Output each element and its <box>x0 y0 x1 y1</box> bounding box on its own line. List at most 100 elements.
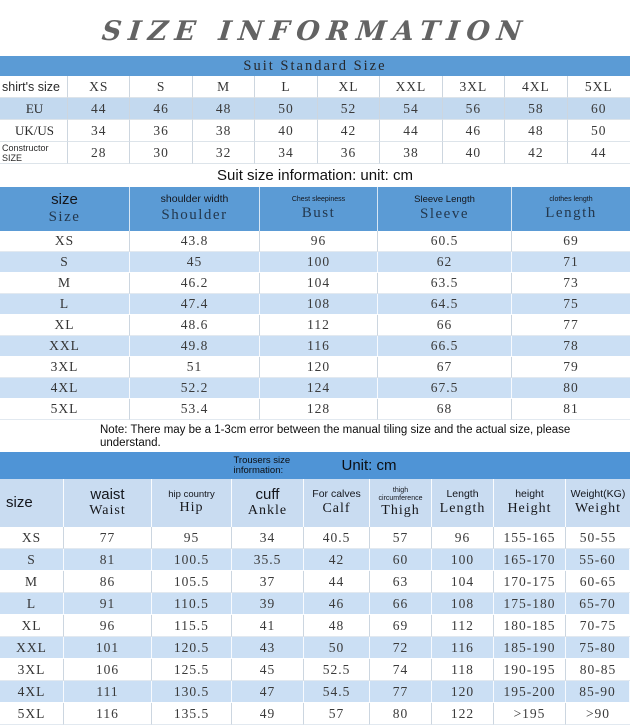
title-wrap: SIZE INFORMATION <box>0 0 630 56</box>
table-cell: 68 <box>378 399 512 420</box>
suit-standard-header-label: Suit Standard Size <box>243 57 387 74</box>
size-header-cell: 5XL <box>567 76 630 98</box>
row-size-label: 5XL <box>0 703 64 725</box>
column-header-main-label: size <box>6 494 33 512</box>
table-cell: 44 <box>380 120 443 142</box>
table-cell: 60-65 <box>566 571 630 593</box>
column-header-top-label: For calves <box>312 487 361 500</box>
table-cell: 40 <box>255 120 318 142</box>
row-size-label: 4XL <box>0 378 130 399</box>
table-cell: 47.4 <box>130 294 260 315</box>
column-header-main-label: Bust <box>301 204 336 221</box>
table-cell: 105.5 <box>152 571 232 593</box>
column-header-top-label: shoulder width <box>160 193 229 206</box>
table-cell: 125.5 <box>152 659 232 681</box>
table-cell: 67.5 <box>378 378 512 399</box>
table-cell: 73 <box>512 273 630 294</box>
suit-info-caption: Suit size information: unit: cm <box>217 167 413 184</box>
table-cell: 190-195 <box>494 659 566 681</box>
table-cell: 81 <box>64 549 152 571</box>
table-cell: 42 <box>304 549 370 571</box>
table-cell: 52.2 <box>130 378 260 399</box>
column-header-top-label: Sleeve Length <box>414 194 475 206</box>
row-size-label: S <box>0 549 64 571</box>
table-cell: 135.5 <box>152 703 232 725</box>
table-cell: 48 <box>505 120 568 142</box>
table-cell: 69 <box>512 231 630 252</box>
size-header-cell: S <box>130 76 193 98</box>
table-cell: 62 <box>378 252 512 273</box>
table-cell: 72 <box>370 637 432 659</box>
table-cell: 120 <box>260 357 378 378</box>
column-header-waist: waist Waist <box>64 479 152 527</box>
table-cell: 34 <box>68 120 131 142</box>
column-header-top-label: Chest sleepiness <box>291 196 346 204</box>
table-cell: 75 <box>512 294 630 315</box>
table-cell: 112 <box>432 615 494 637</box>
table-cell: 40 <box>442 142 506 164</box>
table-cell: 101 <box>64 637 152 659</box>
table-cell: >195 <box>494 703 566 725</box>
table-cell: 71 <box>512 252 630 273</box>
table-cell: 70-75 <box>566 615 630 637</box>
table-cell: 100.5 <box>152 549 232 571</box>
table-cell: 180-185 <box>494 615 566 637</box>
table-cell: 52.5 <box>304 659 370 681</box>
row-size-label: XL <box>0 315 130 336</box>
table-cell: 80-85 <box>566 659 630 681</box>
trousers-header-bar: Trousers size information: Unit: cm <box>0 452 630 479</box>
table-cell: 185-190 <box>494 637 566 659</box>
table-cell: 77 <box>512 315 630 336</box>
column-header-main-label: Weight <box>574 501 622 516</box>
table-cell: 48 <box>192 98 256 120</box>
table-cell: 45 <box>130 252 260 273</box>
column-header-top-label: waist <box>90 485 125 503</box>
table-cell: 43.8 <box>130 231 260 252</box>
column-header-top-label: hip country <box>168 488 215 500</box>
row-size-label: 3XL <box>0 659 64 681</box>
column-header-weight: Weight(KG) Weight <box>566 479 630 527</box>
table-cell: 30 <box>130 142 193 164</box>
size-header-cell: 4XL <box>505 76 568 98</box>
table-cell: 110.5 <box>152 593 232 615</box>
column-header-main-label: Length <box>439 501 486 516</box>
row-size-label: M <box>0 273 130 294</box>
table-cell: 175-180 <box>494 593 566 615</box>
table-cell: 69 <box>370 615 432 637</box>
column-header-length: clothes length Length <box>512 187 630 231</box>
column-header-length: Length Length <box>432 479 494 527</box>
table-cell: 81 <box>512 399 630 420</box>
table-cell: 35.5 <box>232 549 304 571</box>
column-header-top-label: size <box>51 191 78 209</box>
table-cell: 32 <box>192 142 256 164</box>
table-cell: 120.5 <box>152 637 232 659</box>
table-cell: 86 <box>64 571 152 593</box>
trousers-header-label: Trousers size information: <box>233 454 291 476</box>
table-cell: 128 <box>260 399 378 420</box>
table-cell: 170-175 <box>494 571 566 593</box>
table-cell: 48 <box>304 615 370 637</box>
column-header-main-label: Hip <box>179 500 204 516</box>
table-cell: 118 <box>432 659 494 681</box>
table-cell: 64.5 <box>378 294 512 315</box>
column-header-sleeve: Sleeve Length Sleeve <box>378 187 512 231</box>
row-size-label: XS <box>0 527 64 549</box>
table-cell: 49 <box>232 703 304 725</box>
table-cell: 65-70 <box>566 593 630 615</box>
table-cell: 42 <box>505 142 568 164</box>
table-cell: 100 <box>432 549 494 571</box>
size-header-cell: L <box>255 76 318 98</box>
table-cell: 50 <box>567 120 630 142</box>
table-cell: 120 <box>432 681 494 703</box>
column-header-main-label: Ankle <box>247 503 288 519</box>
table-cell: 96 <box>64 615 152 637</box>
table-cell: 66 <box>378 315 512 336</box>
table-cell: 108 <box>260 294 378 315</box>
table-cell: 115.5 <box>152 615 232 637</box>
size-note: Note: There may be a 1-3cm error between… <box>100 424 571 449</box>
table-cell: 75-80 <box>566 637 630 659</box>
row-size-label: 4XL <box>0 681 64 703</box>
table-cell: 77 <box>64 527 152 549</box>
trousers-unit-label: Unit: cm <box>341 457 397 474</box>
table-cell: 34 <box>255 142 318 164</box>
